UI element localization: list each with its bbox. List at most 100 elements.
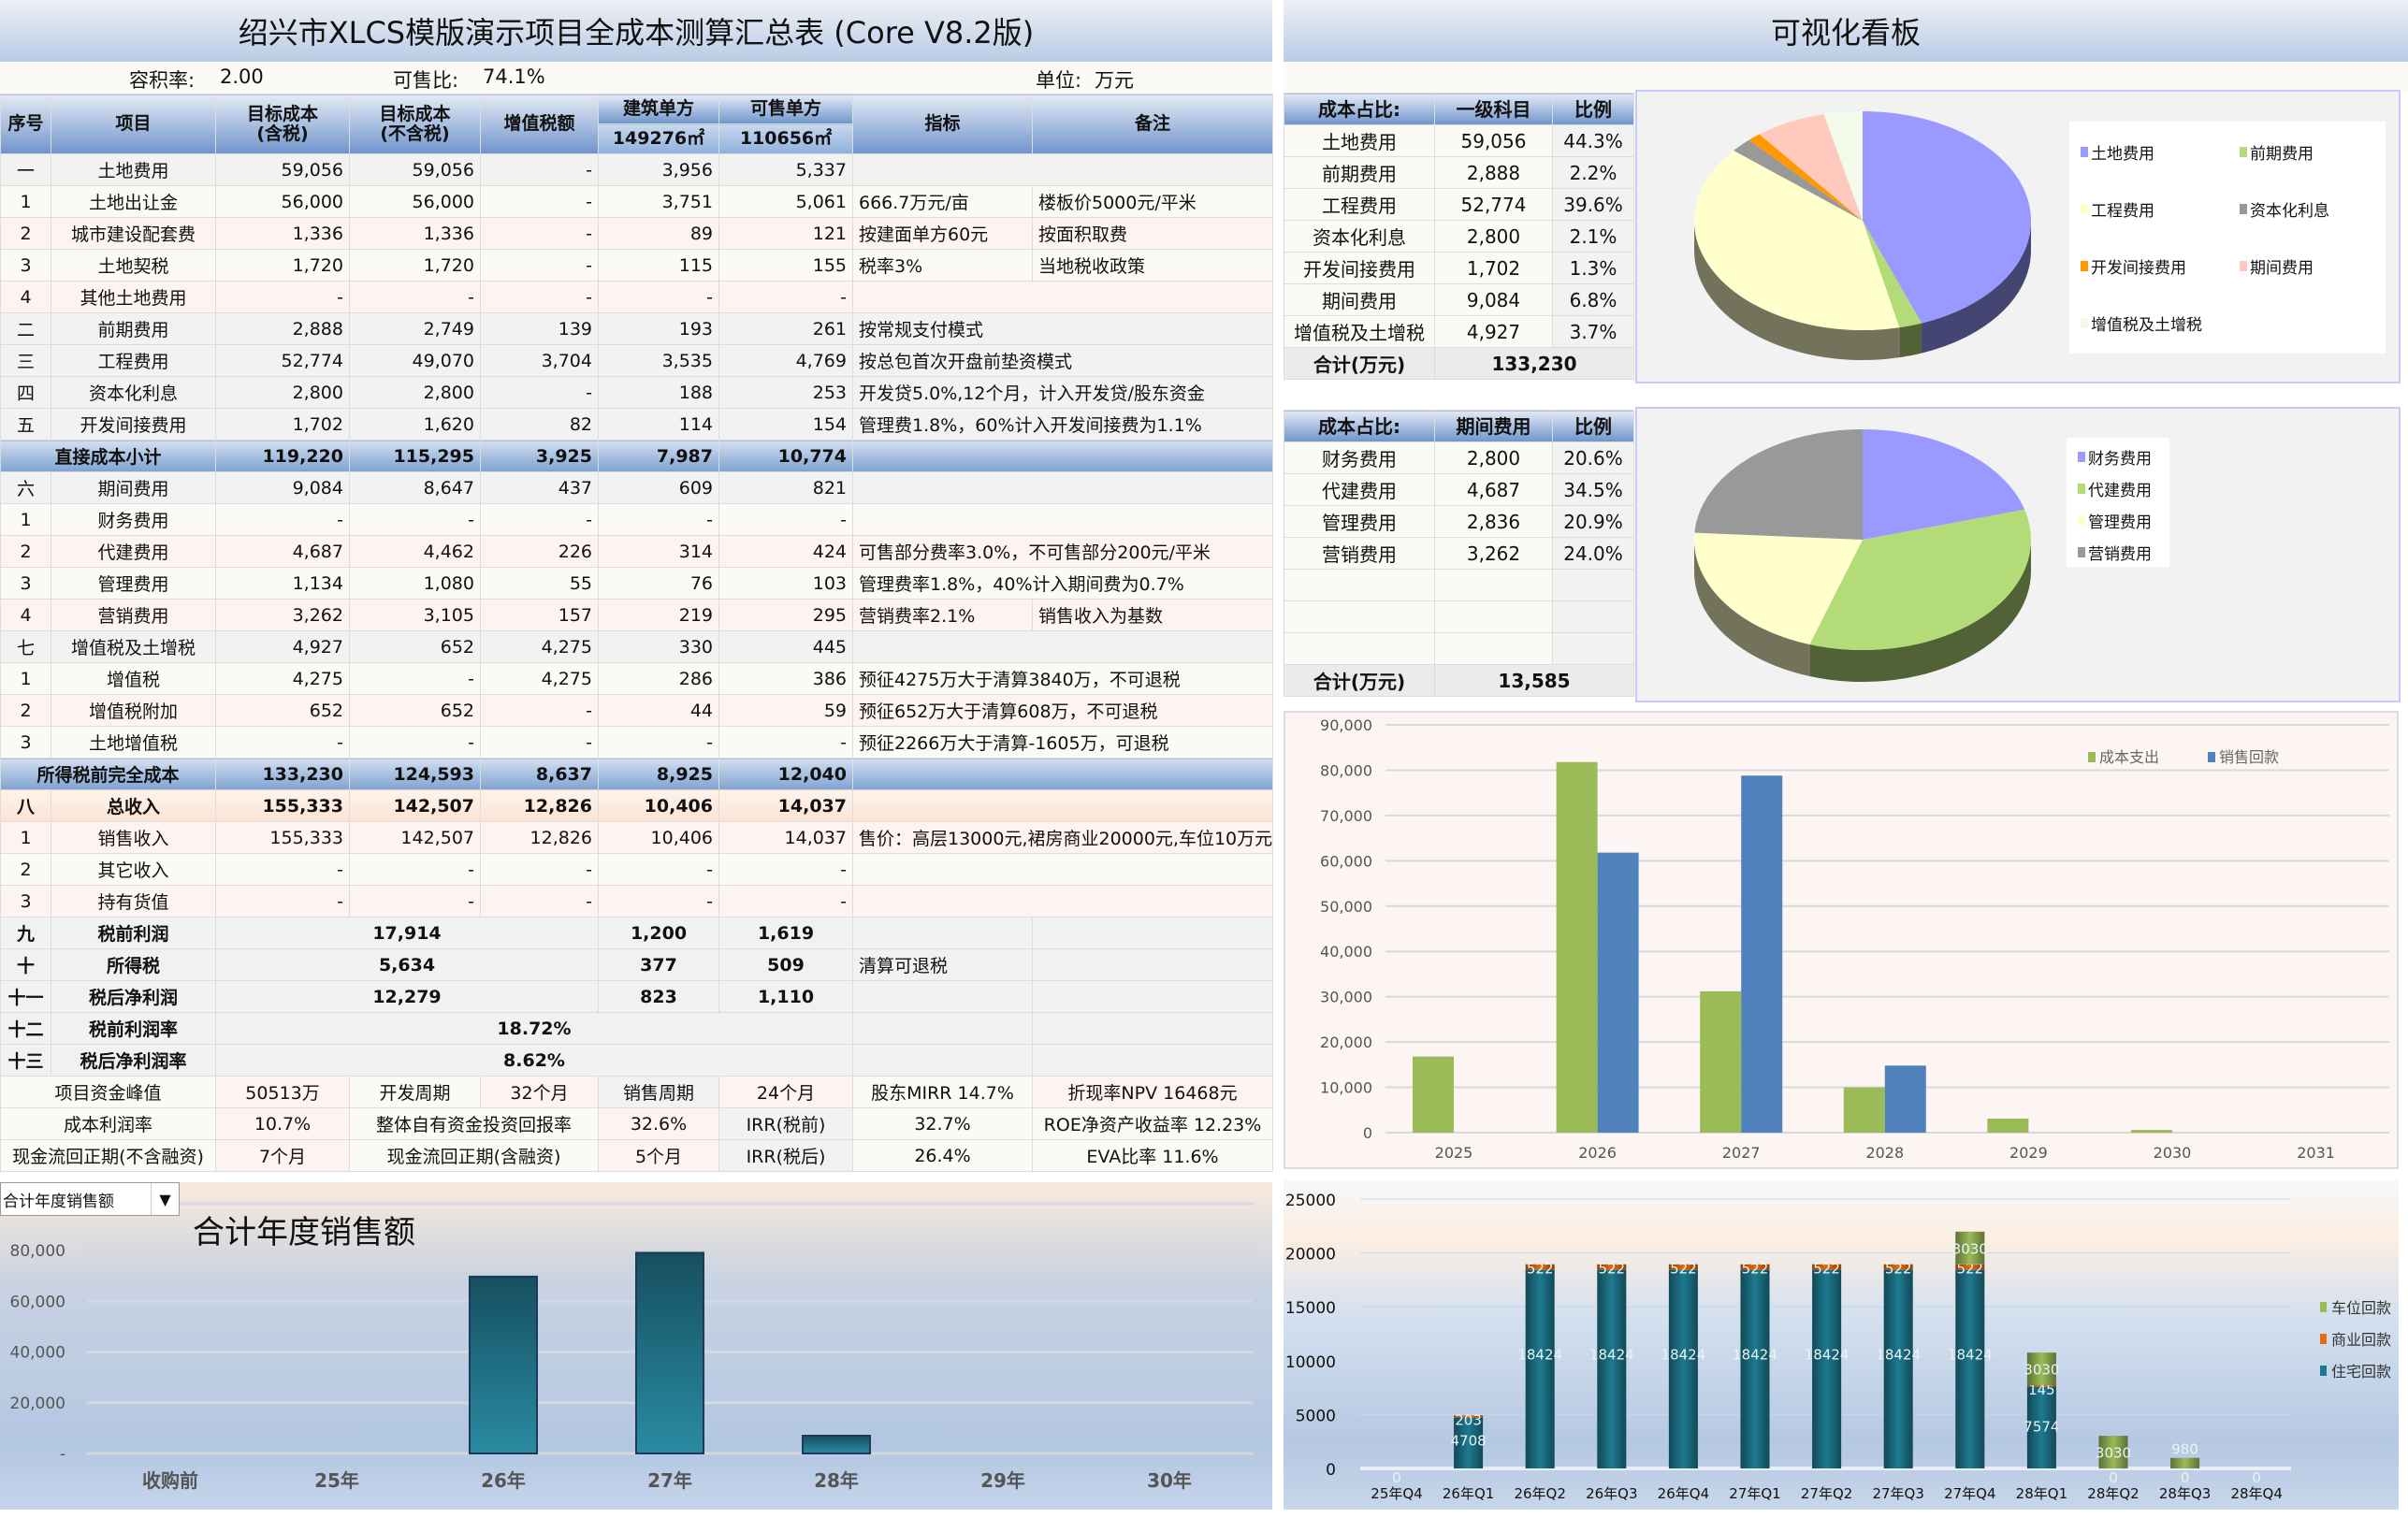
pie-slice[interactable] bbox=[1694, 532, 1863, 644]
pie-slice[interactable] bbox=[1863, 429, 2025, 540]
pie-slice[interactable] bbox=[1694, 150, 1900, 331]
period-pie-legend: 财务费用 代建费用 管理费用 营销费用 bbox=[2067, 438, 2169, 567]
segment-parking[interactable] bbox=[2098, 1436, 2128, 1468]
bar-sales[interactable] bbox=[1884, 1065, 1926, 1133]
data-label: 18424 bbox=[1733, 1346, 1777, 1363]
segment-commercial[interactable] bbox=[2026, 1385, 2056, 1387]
segment-residential[interactable] bbox=[1668, 1269, 1698, 1468]
legend-item: 管理费用 bbox=[2078, 509, 2152, 532]
header-vat: 增值税额 bbox=[480, 94, 599, 154]
segment-commercial[interactable] bbox=[1812, 1264, 1842, 1270]
rate-value: 18.72% bbox=[215, 1012, 853, 1045]
segment-commercial[interactable] bbox=[1597, 1264, 1627, 1270]
row-seq: 1 bbox=[0, 503, 51, 536]
legend-label: 代建费用 bbox=[2088, 482, 2152, 500]
bar-cost[interactable] bbox=[1843, 1087, 1885, 1133]
bar-cost[interactable] bbox=[1413, 1056, 1454, 1133]
indicator bbox=[852, 789, 1273, 822]
row-seq: 十 bbox=[0, 948, 51, 981]
row-item: 其他土地费用 bbox=[51, 281, 216, 313]
total-label: 合计(万元) bbox=[1284, 664, 1435, 697]
indicator bbox=[852, 980, 1033, 1013]
pie-slice[interactable] bbox=[1823, 111, 1863, 221]
cost-with-tax: 4,275 bbox=[215, 662, 350, 695]
row-item: 代建费用 bbox=[51, 535, 216, 568]
cost-without-tax: 4,462 bbox=[349, 535, 481, 568]
segment-commercial[interactable] bbox=[1525, 1264, 1555, 1270]
table-row: 一土地费用 59,056 59,056-3,956 5,337 bbox=[0, 153, 1273, 186]
build-unit-cost: 7,987 bbox=[598, 440, 719, 472]
x-tick-label: 2025 bbox=[1435, 1144, 1473, 1162]
table-row: 1 销售收入 155,333 142,507 12,826 10,406 14,037 售价：… bbox=[0, 821, 1273, 854]
sale-unit-cost: 253 bbox=[718, 376, 853, 409]
segment-residential[interactable] bbox=[1740, 1269, 1770, 1468]
sales-bar[interactable] bbox=[635, 1251, 704, 1454]
y-tick-label: 20000 bbox=[1285, 1246, 1336, 1265]
far-label: 容积率: bbox=[129, 69, 196, 92]
category-name: 土地费用 bbox=[1284, 124, 1435, 157]
cost-without-tax: - bbox=[349, 853, 481, 886]
pie-slice[interactable] bbox=[1748, 134, 1863, 221]
segment-residential[interactable] bbox=[2026, 1386, 2056, 1468]
table-row: 所得税前完全成本 133,230 124,593 8,637 8,925 12,040 bbox=[0, 758, 1273, 790]
segment-commercial[interactable] bbox=[1740, 1264, 1770, 1270]
data-label: 18424 bbox=[1876, 1346, 1921, 1363]
pie-slice[interactable] bbox=[1863, 111, 2031, 324]
row-item: 期间费用 bbox=[51, 471, 216, 504]
segment-residential[interactable] bbox=[1525, 1269, 1555, 1468]
bar-sales[interactable] bbox=[1741, 775, 1783, 1133]
segment-residential[interactable] bbox=[1955, 1269, 1985, 1468]
segment-commercial[interactable] bbox=[1955, 1264, 1985, 1270]
sales-bar[interactable] bbox=[802, 1435, 871, 1455]
segment-residential[interactable] bbox=[1812, 1269, 1842, 1468]
build-unit-cost: 115 bbox=[598, 249, 719, 282]
segment-commercial[interactable] bbox=[1883, 1264, 1913, 1270]
pie-slice[interactable] bbox=[1733, 139, 1863, 221]
build-unit-cost: 219 bbox=[598, 599, 719, 631]
segment-parking[interactable] bbox=[2170, 1457, 2200, 1468]
bar-cost[interactable] bbox=[2131, 1130, 2172, 1133]
bar-cost[interactable] bbox=[1987, 1118, 2029, 1133]
ratio: 20.6% bbox=[1552, 441, 1634, 474]
legend-swatch-icon bbox=[2320, 1334, 2327, 1344]
segment-commercial[interactable] bbox=[1454, 1415, 1484, 1418]
segment-commercial[interactable] bbox=[1668, 1264, 1698, 1270]
total-label: 合计(万元) bbox=[1284, 347, 1435, 380]
vat-amount: 3,925 bbox=[480, 440, 599, 472]
segment-residential[interactable] bbox=[1597, 1269, 1627, 1468]
table-row bbox=[1284, 569, 1634, 601]
sales-bar[interactable] bbox=[469, 1275, 538, 1454]
category-name: 前期费用 bbox=[1284, 156, 1435, 189]
note: 楼板价5000元/平米 bbox=[1032, 185, 1273, 218]
segment-parking[interactable] bbox=[2026, 1352, 2056, 1386]
sale-unit-cost: 154 bbox=[718, 408, 853, 441]
cost-with-tax: 3,262 bbox=[215, 599, 350, 631]
chart-selector-dropdown[interactable]: 合计年度销售额 ▼ bbox=[0, 1182, 180, 1216]
table-row: 十二 税前利润率 18.72% bbox=[0, 1012, 1273, 1045]
header-indicator: 指标 bbox=[852, 94, 1033, 154]
pie-slice[interactable] bbox=[1863, 221, 1922, 328]
category-name: 工程费用 bbox=[1284, 188, 1435, 221]
table-row: 4 营销费用 3,262 3,105 157 219 295 营销费率2.1% 销售收入为基数 bbox=[0, 599, 1273, 631]
build-unit-cost: 10,406 bbox=[598, 821, 719, 854]
pie-slice[interactable] bbox=[1694, 429, 1863, 540]
triangle-down-icon[interactable]: ▼ bbox=[151, 1183, 179, 1215]
summary-row: 成本利润率 10.7% 整体自有资金投资回报率 32.6% IRR(税前) 32.7% RO… bbox=[0, 1107, 1273, 1140]
segment-residential[interactable] bbox=[1883, 1269, 1913, 1468]
cost-without-tax: 49,070 bbox=[349, 344, 481, 377]
segment-residential[interactable] bbox=[1454, 1417, 1484, 1468]
x-tick-label: 2026 bbox=[1578, 1144, 1617, 1162]
cost-without-tax: 8,647 bbox=[349, 471, 481, 504]
bar-cost[interactable] bbox=[1700, 990, 1742, 1133]
segment-parking[interactable] bbox=[1955, 1231, 1985, 1265]
header-text: (不含税) bbox=[380, 123, 450, 144]
legend-swatch-icon bbox=[2320, 1302, 2327, 1312]
bar-sales[interactable] bbox=[1597, 852, 1639, 1133]
header-item: 项目 bbox=[51, 94, 216, 154]
pie-slice[interactable] bbox=[1759, 114, 1863, 221]
amount: 4,687 bbox=[1434, 473, 1553, 506]
bar-cost[interactable] bbox=[1556, 761, 1598, 1133]
pie-slice[interactable] bbox=[1809, 509, 2031, 650]
row-seq: 3 bbox=[0, 249, 51, 282]
legend-item: 代建费用 bbox=[2078, 477, 2152, 500]
